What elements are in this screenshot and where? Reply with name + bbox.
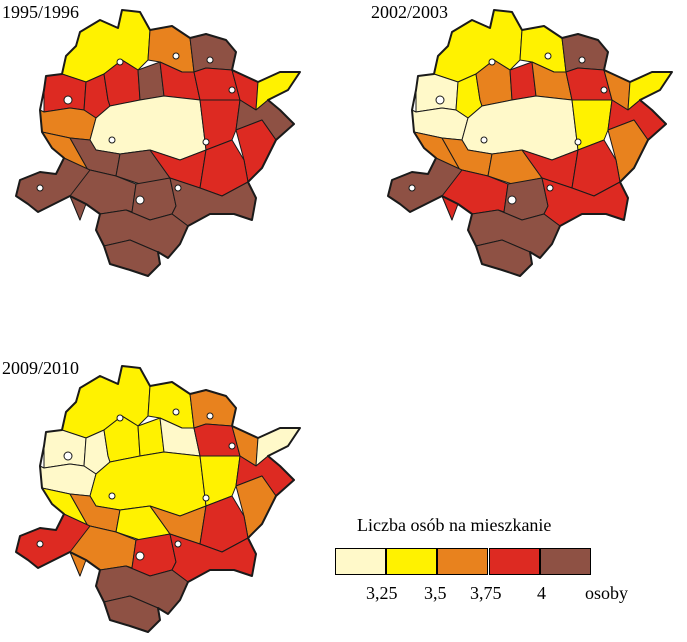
map-2	[387, 9, 673, 277]
map-2-outline	[387, 9, 673, 277]
legend-tick-1: 3,25	[366, 583, 398, 603]
map-label-2009: 2009/2010	[2, 358, 80, 378]
map-1-town-core	[202, 138, 210, 146]
map-3-town-core	[135, 551, 145, 561]
map-1-outline	[15, 9, 301, 277]
map-2-district	[561, 33, 609, 73]
legend-swatch-5	[540, 548, 591, 575]
map-2-town-core	[480, 136, 488, 144]
map-2-town-core	[435, 95, 445, 105]
map-3-town-core	[172, 408, 180, 416]
legend-swatch-3	[437, 548, 488, 575]
map-2-district	[415, 73, 459, 113]
map-label-1995: 1995/1996	[2, 2, 80, 22]
legend-title: Liczba osób na mieszkanie	[357, 515, 552, 535]
map-1-district	[43, 73, 87, 113]
map-3-district	[137, 417, 165, 457]
map-2-town-core	[546, 184, 554, 192]
map-2-district	[509, 61, 537, 101]
map-3-town-core	[206, 412, 214, 420]
map-3-town-core	[174, 540, 182, 548]
legend-swatch-4	[489, 548, 540, 575]
legend-tick-2: 3,5	[424, 583, 447, 603]
map-1-town-core	[36, 184, 44, 192]
map-3	[15, 365, 301, 633]
map-3-town-core	[36, 540, 44, 548]
legend-swatch-2	[386, 548, 437, 575]
legend-tick-4: 4	[537, 583, 546, 603]
map-1-town-core	[228, 86, 236, 94]
map-1-town-core	[135, 195, 145, 205]
map-3-town-core	[202, 494, 210, 502]
map-1	[15, 9, 301, 277]
map-2-town-core	[544, 52, 552, 60]
map-3-town-core	[63, 451, 73, 461]
map-3-district	[43, 429, 87, 469]
map-1-town-core	[108, 136, 116, 144]
legend-swatch-1	[335, 548, 386, 575]
map-2-town-core	[578, 56, 586, 64]
legend-tick-3: 3,75	[470, 583, 502, 603]
map-2-town-core	[408, 184, 416, 192]
map-label-2002: 2002/2003	[371, 2, 449, 22]
map-2-town-core	[574, 138, 582, 146]
map-3-district	[189, 389, 237, 429]
map-2-town-core	[488, 58, 496, 66]
map-3-town-core	[228, 442, 236, 450]
legend-unit: osoby	[585, 583, 629, 603]
map-1-town-core	[172, 52, 180, 60]
map-3-outline	[15, 365, 301, 633]
map-3-town-core	[108, 492, 116, 500]
map-1-town-core	[116, 58, 124, 66]
map-3-town-core	[116, 414, 124, 422]
map-1-town-core	[63, 95, 73, 105]
map-1-district	[189, 33, 237, 73]
map-1-town-core	[206, 56, 214, 64]
map-2-town-core	[507, 195, 517, 205]
map-1-district	[137, 61, 165, 101]
map-2-town-core	[600, 86, 608, 94]
map-1-town-core	[174, 184, 182, 192]
